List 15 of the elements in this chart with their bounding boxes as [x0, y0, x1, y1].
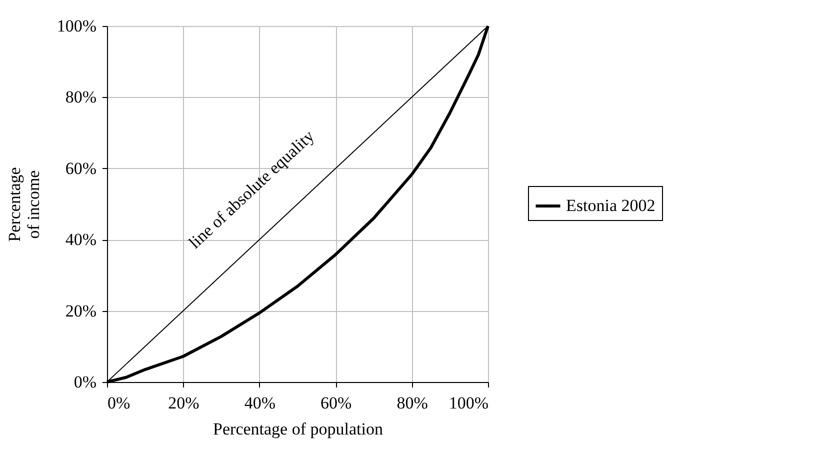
y-axis-title: Percentage of income	[4, 167, 43, 242]
y-tick-label: 40%	[65, 230, 96, 250]
y-tick-label: 60%	[65, 158, 96, 178]
y-tick-label: 100%	[56, 16, 96, 36]
legend-label: Estonia 2002	[566, 196, 656, 215]
x-tick-label: 20%	[168, 394, 200, 412]
x-tick-label: 80%	[396, 394, 428, 412]
y-tick-label: 80%	[65, 88, 96, 107]
y-tick-label: 20%	[65, 301, 96, 320]
x-tick-label: 0%	[108, 394, 130, 412]
x-tick-label: 40%	[244, 394, 276, 412]
y-tick-label: 0%	[74, 372, 96, 392]
x-axis-title: Percentage of population	[213, 420, 384, 438]
x-tick-label: 60%	[320, 394, 352, 412]
x-tick-label: 100%	[448, 394, 488, 412]
